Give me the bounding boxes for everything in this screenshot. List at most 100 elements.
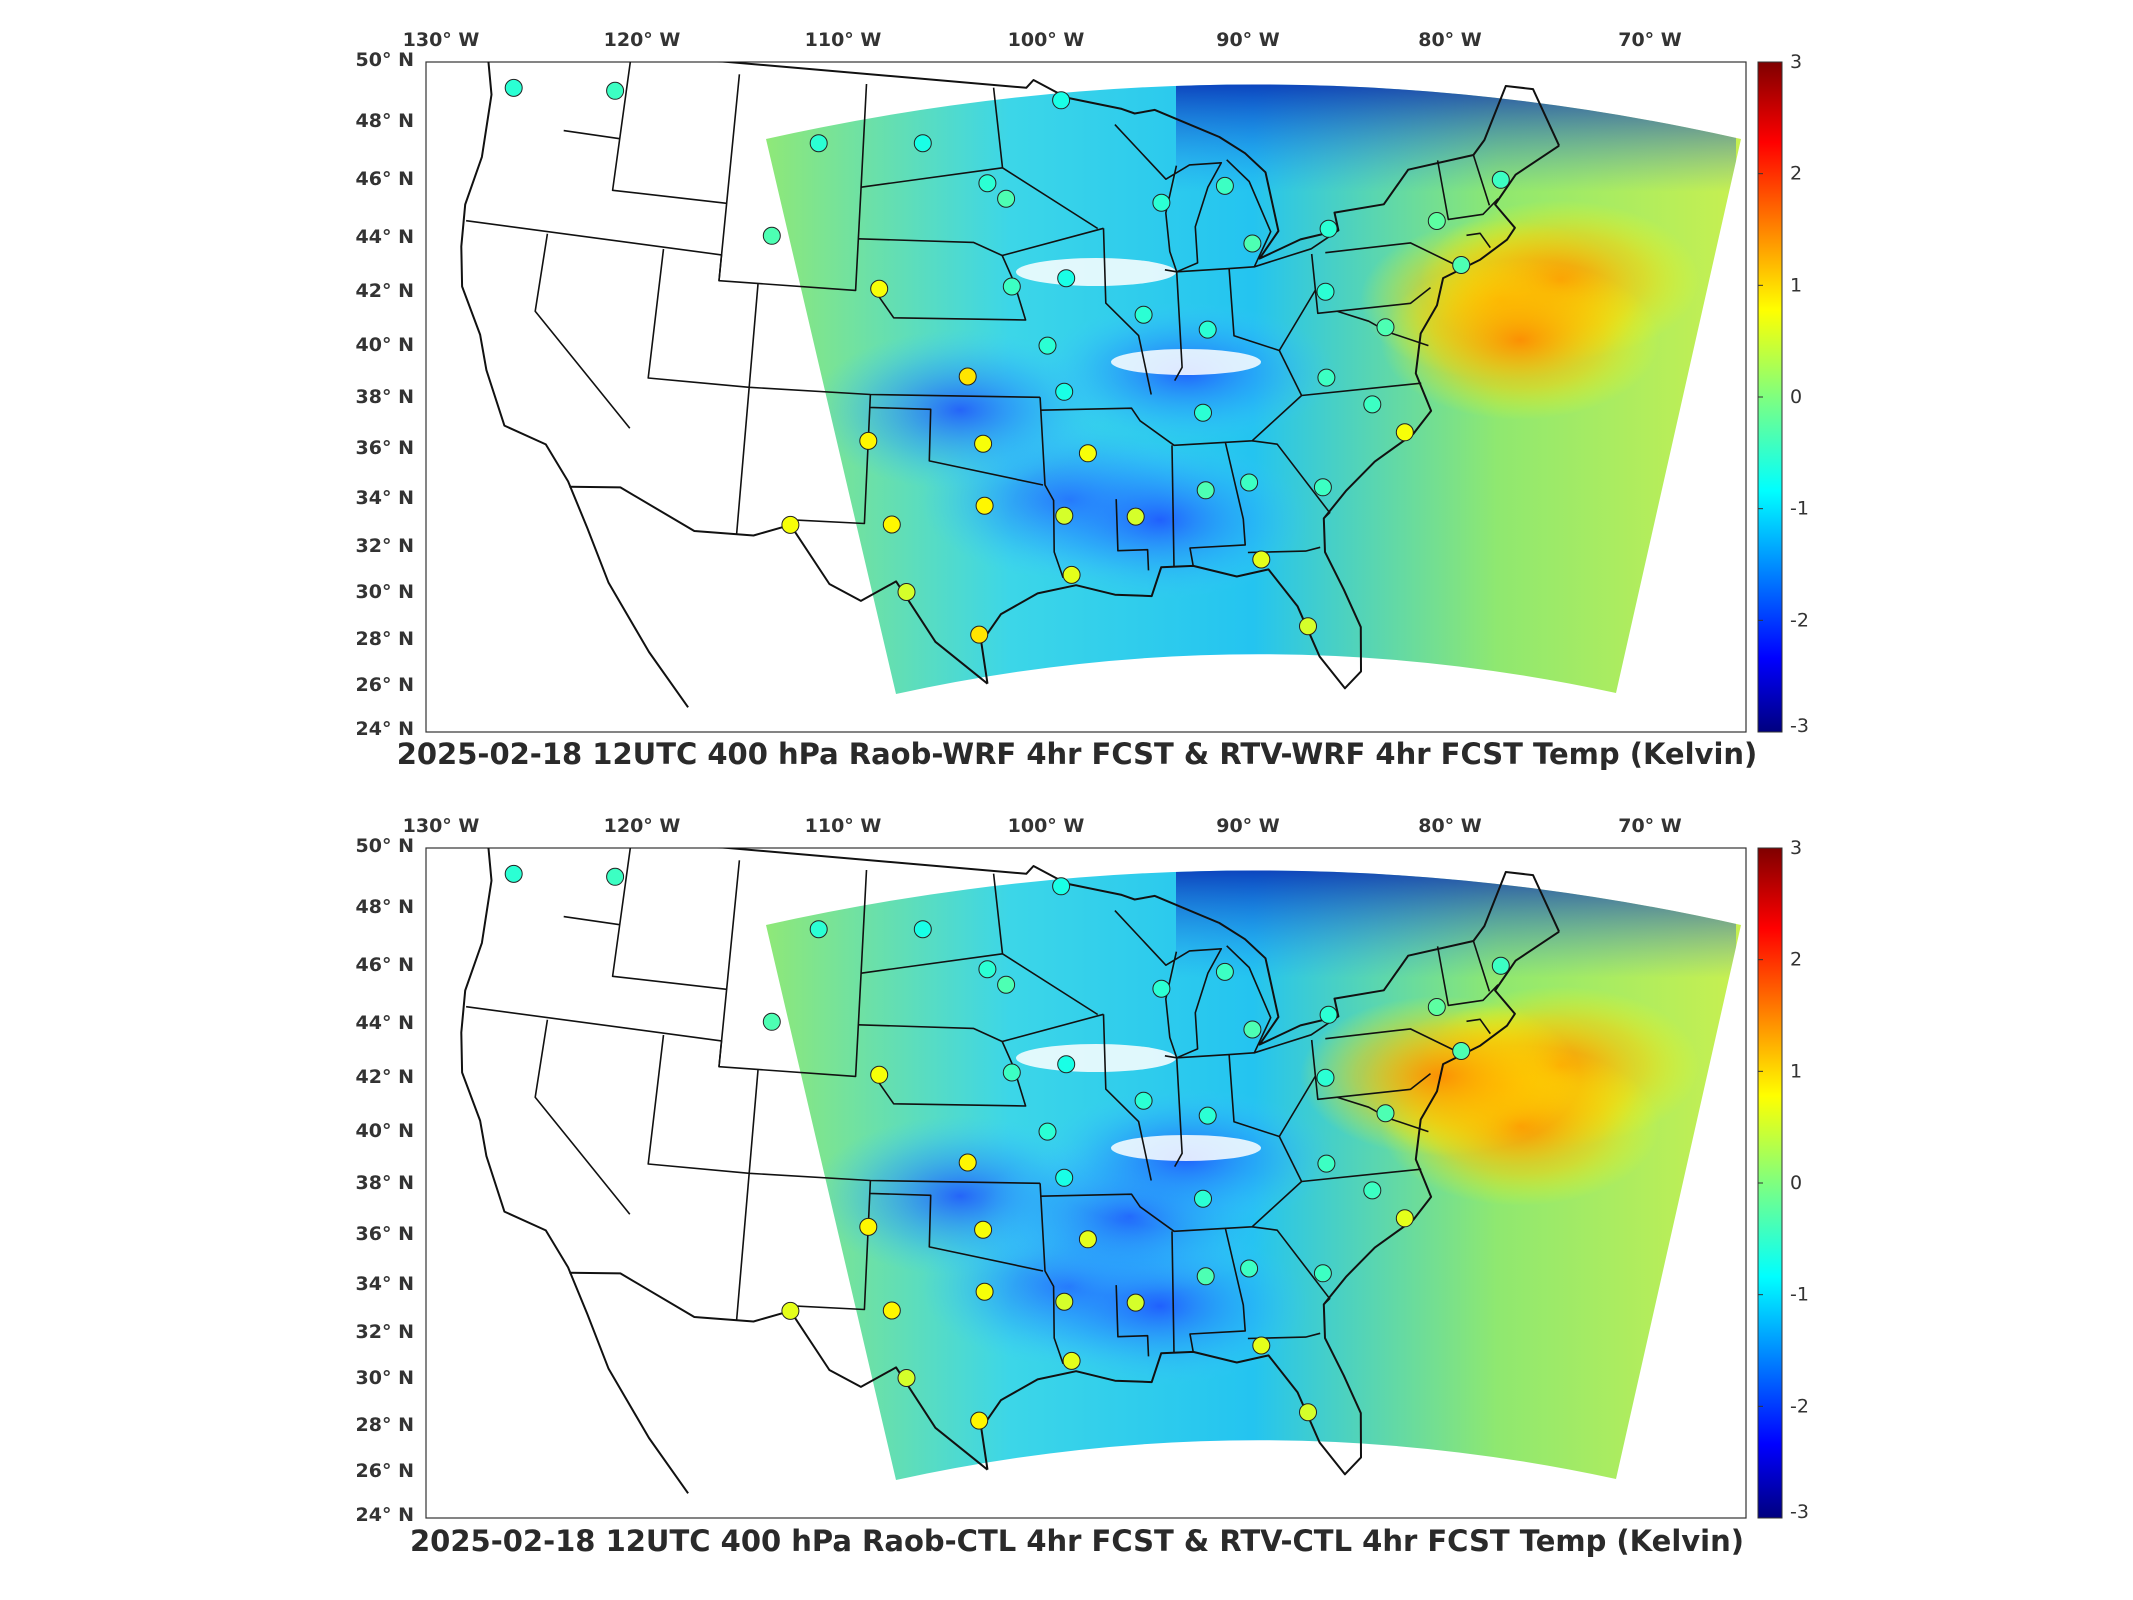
state-border <box>611 62 727 205</box>
latitude-label: 38° N <box>356 386 414 408</box>
station-marker <box>1243 234 1262 253</box>
latitude-label: 32° N <box>356 535 414 557</box>
station-marker <box>1052 877 1071 896</box>
state-border <box>1039 1183 1064 1364</box>
longitude-label: 90° W <box>1216 815 1280 837</box>
state-border <box>992 87 1099 230</box>
latitude-label: 28° N <box>356 1414 414 1436</box>
state-border <box>1472 940 1491 992</box>
station-marker <box>1427 998 1446 1016</box>
panel-title: 2025-02-18 12UTC 400 hPa Raob-CTL 4hr FC… <box>410 1524 1744 1558</box>
cold-anomaly <box>1010 440 1310 600</box>
latitude-label: 32° N <box>356 1321 414 1343</box>
state-border <box>1176 266 1255 273</box>
state-border <box>1466 1018 1491 1035</box>
station-marker <box>882 1301 901 1320</box>
latitude-label: 44° N <box>356 226 414 248</box>
state-border <box>1278 1136 1303 1182</box>
latitude-label: 48° N <box>356 110 414 132</box>
longitude-label: 130° W <box>403 815 480 837</box>
state-border <box>735 284 759 535</box>
station-marker <box>1196 481 1215 500</box>
longitude-label: 80° W <box>1418 29 1482 51</box>
station-marker <box>1491 956 1510 975</box>
state-border <box>1325 1028 1454 1051</box>
state-border <box>1436 160 1499 221</box>
state-border <box>718 74 868 292</box>
state-border <box>1164 1055 1183 1167</box>
coastline <box>716 848 1561 1046</box>
latitude-label: 24° N <box>356 718 414 740</box>
longitude-label: 90° W <box>1216 29 1280 51</box>
coastline <box>569 485 989 685</box>
station-marker <box>1002 277 1021 296</box>
longitude-label: 110° W <box>805 29 882 51</box>
station-marker <box>809 134 828 153</box>
station-marker <box>997 189 1016 208</box>
longitude-label: 100° W <box>1008 815 1085 837</box>
station-marker <box>781 1301 800 1320</box>
station-marker <box>1194 1189 1212 1208</box>
state-border <box>1102 228 1152 395</box>
latitude-label: 42° N <box>356 280 414 302</box>
map-panel: 130° W 120° W 110° W 100° W 90° W 80° W 70° W 5… <box>356 29 1809 771</box>
latitude-label: 40° N <box>356 334 414 356</box>
station-marker <box>1152 193 1171 212</box>
station-marker <box>1243 1020 1262 1039</box>
state-border <box>1278 350 1303 396</box>
state-border <box>992 873 1099 1016</box>
state-border <box>1251 1226 1331 1305</box>
state-border <box>1472 154 1491 206</box>
station-marker <box>1316 282 1335 301</box>
state-border <box>465 1005 723 1067</box>
state-border <box>858 1013 1104 1043</box>
colorbar: 3 2 1 0 -1 -2 -3 <box>1757 837 1809 1523</box>
longitude-label: 110° W <box>805 815 882 837</box>
station-marker <box>913 920 932 939</box>
station-marker <box>1126 1293 1145 1312</box>
latitude-label: 50° N <box>356 835 414 857</box>
station-marker <box>809 920 828 939</box>
station-marker <box>1363 395 1382 414</box>
state-border <box>1115 1285 1150 1357</box>
station-marker <box>1240 1259 1259 1278</box>
raob-stations <box>504 78 1510 644</box>
station-marker <box>1126 507 1145 526</box>
state-border <box>869 1180 1044 1272</box>
latitude-label: 46° N <box>356 954 414 976</box>
station-marker <box>1038 1122 1057 1141</box>
station-marker <box>1052 91 1071 110</box>
state-border <box>1226 945 1339 1054</box>
station-marker <box>1376 318 1395 337</box>
station-marker <box>997 975 1016 994</box>
state-border <box>1171 445 1175 567</box>
colorbar-tick-label: -1 <box>1790 1284 1809 1306</box>
latitude-label: 34° N <box>356 1273 414 1295</box>
colorbar-tick-label: 0 <box>1790 386 1802 408</box>
station-marker <box>975 1282 994 1301</box>
state-border <box>858 227 1104 257</box>
latitude-label: 44° N <box>356 1012 414 1034</box>
state-border <box>869 394 1044 486</box>
state-border <box>874 1041 1027 1107</box>
station-marker <box>978 174 997 193</box>
colorbar-tick-label: -2 <box>1790 1395 1809 1417</box>
data-swath <box>766 84 1741 694</box>
state-border <box>534 233 631 429</box>
station-marker <box>1002 1063 1021 1082</box>
station-marker <box>1427 212 1446 230</box>
state-border <box>1247 546 1321 554</box>
longitude-label: 120° W <box>604 29 681 51</box>
station-marker <box>1038 336 1057 355</box>
station-marker <box>1299 1403 1317 1422</box>
latitude-label: 38° N <box>356 1172 414 1194</box>
missing-data <box>1016 258 1176 286</box>
coastline <box>460 62 689 708</box>
longitude-label: 70° W <box>1618 29 1682 51</box>
station-marker <box>974 434 993 453</box>
state-border <box>1189 442 1246 567</box>
station-marker <box>859 431 878 450</box>
state-border <box>465 219 723 281</box>
state-border <box>1114 124 1223 273</box>
